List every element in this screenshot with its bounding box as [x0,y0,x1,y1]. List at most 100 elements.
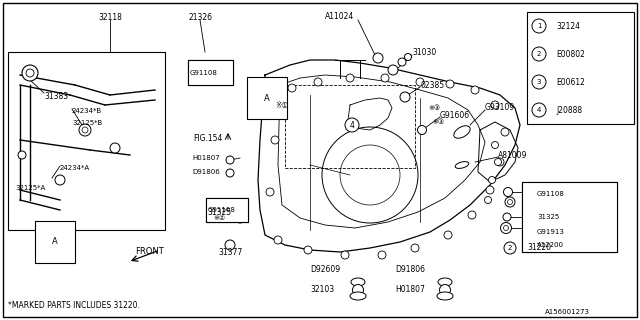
Text: D91806: D91806 [192,169,220,175]
Circle shape [417,125,426,134]
Circle shape [491,101,499,109]
Circle shape [504,242,516,254]
Circle shape [288,84,296,92]
Circle shape [505,197,515,207]
Text: 2: 2 [508,245,512,251]
Circle shape [486,186,494,194]
Text: G93109: G93109 [485,102,515,111]
Ellipse shape [438,278,452,286]
Circle shape [322,127,418,223]
Circle shape [532,75,546,89]
Ellipse shape [350,292,366,300]
Text: A156001273: A156001273 [545,309,590,315]
Ellipse shape [454,126,470,138]
Circle shape [378,251,386,259]
Circle shape [373,53,383,63]
Circle shape [266,188,274,196]
Text: *MARKED PARTS INCLUDES 31220.: *MARKED PARTS INCLUDES 31220. [8,300,140,309]
Text: 02385: 02385 [420,81,444,90]
Circle shape [381,74,389,82]
Circle shape [314,78,322,86]
Circle shape [341,251,349,259]
Circle shape [532,47,546,61]
Circle shape [532,19,546,33]
Circle shape [353,284,364,295]
Circle shape [26,69,34,77]
Text: H01807: H01807 [192,155,220,161]
Circle shape [346,74,354,82]
Circle shape [345,118,359,132]
Circle shape [444,231,452,239]
Circle shape [235,213,245,223]
Text: 31383: 31383 [44,92,68,101]
Text: E00612: E00612 [556,77,585,86]
Text: FRONT: FRONT [135,247,164,257]
Bar [527,12,634,124]
Text: 31325: 31325 [537,214,559,220]
Circle shape [471,86,479,94]
Bar [522,182,617,252]
Circle shape [468,211,476,219]
Circle shape [304,246,312,254]
Text: A11024: A11024 [325,12,355,21]
Text: 2: 2 [537,51,541,57]
Text: 32118: 32118 [98,13,122,22]
Circle shape [18,151,26,159]
Circle shape [22,65,38,81]
Circle shape [226,169,234,177]
Text: H01807: H01807 [395,285,425,294]
Circle shape [274,236,282,244]
Text: ※③: ※③ [432,119,444,125]
Text: 31377: 31377 [218,248,243,257]
Bar [206,198,248,222]
Circle shape [503,213,511,221]
Text: 32103: 32103 [310,285,334,294]
Circle shape [446,80,454,88]
Text: 31220: 31220 [527,244,551,252]
Circle shape [110,143,120,153]
Circle shape [496,158,504,166]
Text: FIG.154: FIG.154 [193,133,222,142]
Circle shape [226,156,234,164]
Text: 3: 3 [537,79,541,85]
Text: 4: 4 [537,107,541,113]
Circle shape [411,244,419,252]
Text: 21326: 21326 [188,13,212,22]
Circle shape [495,158,502,165]
Circle shape [532,103,546,117]
Text: D92609: D92609 [310,266,340,275]
Text: 31325: 31325 [207,208,231,217]
Text: 1: 1 [537,23,541,29]
Circle shape [440,284,451,295]
Text: D91806: D91806 [395,266,425,275]
Circle shape [271,136,279,144]
Text: 4: 4 [349,121,355,130]
Text: G91606: G91606 [440,110,470,119]
Text: 31030: 31030 [412,47,436,57]
Text: G91108: G91108 [208,207,236,213]
Circle shape [398,58,406,66]
Text: ※①: ※① [275,100,288,109]
Text: 24234*A: 24234*A [60,165,90,171]
Text: 32125*A: 32125*A [15,185,45,191]
Circle shape [205,75,215,85]
Circle shape [508,199,513,204]
Bar [8,52,165,230]
Circle shape [488,177,495,183]
Bar [522,182,617,252]
Circle shape [79,124,91,136]
Text: A81009: A81009 [498,150,527,159]
Circle shape [400,92,410,102]
Text: G91108: G91108 [190,70,218,76]
Circle shape [82,127,88,133]
Circle shape [484,196,492,204]
Bar [206,198,248,222]
Circle shape [340,145,400,205]
Bar [188,60,233,85]
Circle shape [501,128,509,136]
Circle shape [492,141,499,148]
Circle shape [404,53,412,60]
Text: J20888: J20888 [556,106,582,115]
Circle shape [388,65,398,75]
Circle shape [266,88,274,96]
